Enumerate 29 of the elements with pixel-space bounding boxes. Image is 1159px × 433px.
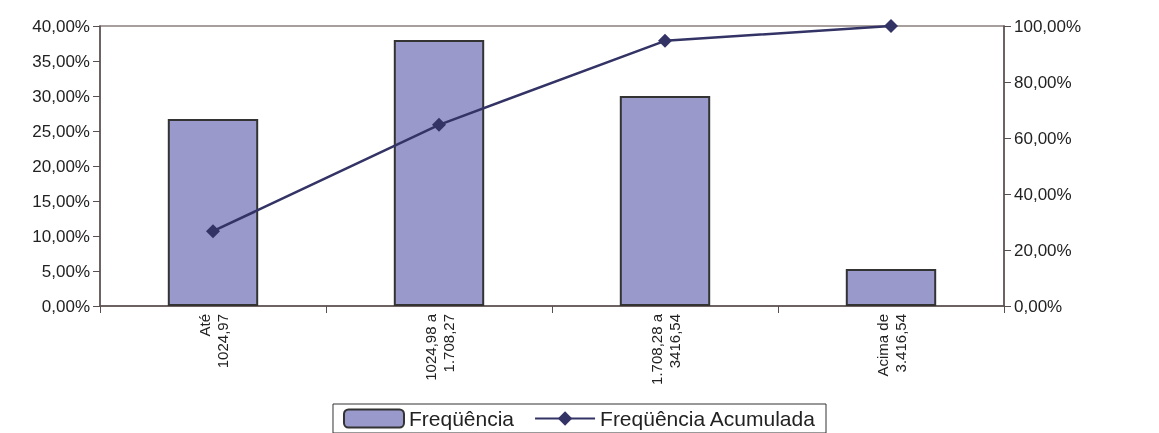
point bbox=[658, 33, 672, 48]
y-tick-label: 0,00% bbox=[41, 296, 90, 316]
point bbox=[884, 19, 898, 33]
bar bbox=[619, 96, 711, 306]
x-tick-label: Acima de 3.416,54 bbox=[873, 314, 909, 377]
y-tick-label: 15,00% bbox=[32, 191, 90, 211]
x-tick-label: 1.708,28 a 3416,54 bbox=[647, 313, 683, 385]
y-tick-label: 5,00% bbox=[41, 261, 90, 281]
y2-tick-label: 0,00% bbox=[1014, 296, 1063, 316]
x-tick-label: Até 1024,97 bbox=[195, 314, 231, 369]
y-tick-label: 10,00% bbox=[32, 226, 90, 246]
y2-tick-label: 80,00% bbox=[1014, 72, 1072, 92]
y2-tick-label: 100,00% bbox=[1014, 16, 1082, 36]
y-tick-label: 35,00% bbox=[32, 51, 90, 71]
legend-label: Freqüência bbox=[408, 407, 515, 430]
y2-tick-label: 20,00% bbox=[1014, 240, 1072, 260]
y2-tick-label: 60,00% bbox=[1014, 128, 1072, 148]
y-tick-label: 20,00% bbox=[32, 156, 90, 176]
bar bbox=[845, 268, 937, 306]
bar bbox=[393, 40, 485, 306]
x-tick-label: 1024,98 a 1.708,27 bbox=[421, 313, 457, 381]
y-tick-label: 25,00% bbox=[32, 121, 90, 141]
legend-label: Freqüência Acumulada bbox=[600, 407, 816, 430]
point bbox=[432, 117, 446, 132]
point bbox=[206, 224, 220, 239]
y-tick-label: 40,00% bbox=[32, 16, 90, 36]
y-tick-label: 30,00% bbox=[32, 86, 90, 106]
y2-tick-label: 40,00% bbox=[1014, 184, 1072, 204]
bar bbox=[167, 119, 259, 306]
